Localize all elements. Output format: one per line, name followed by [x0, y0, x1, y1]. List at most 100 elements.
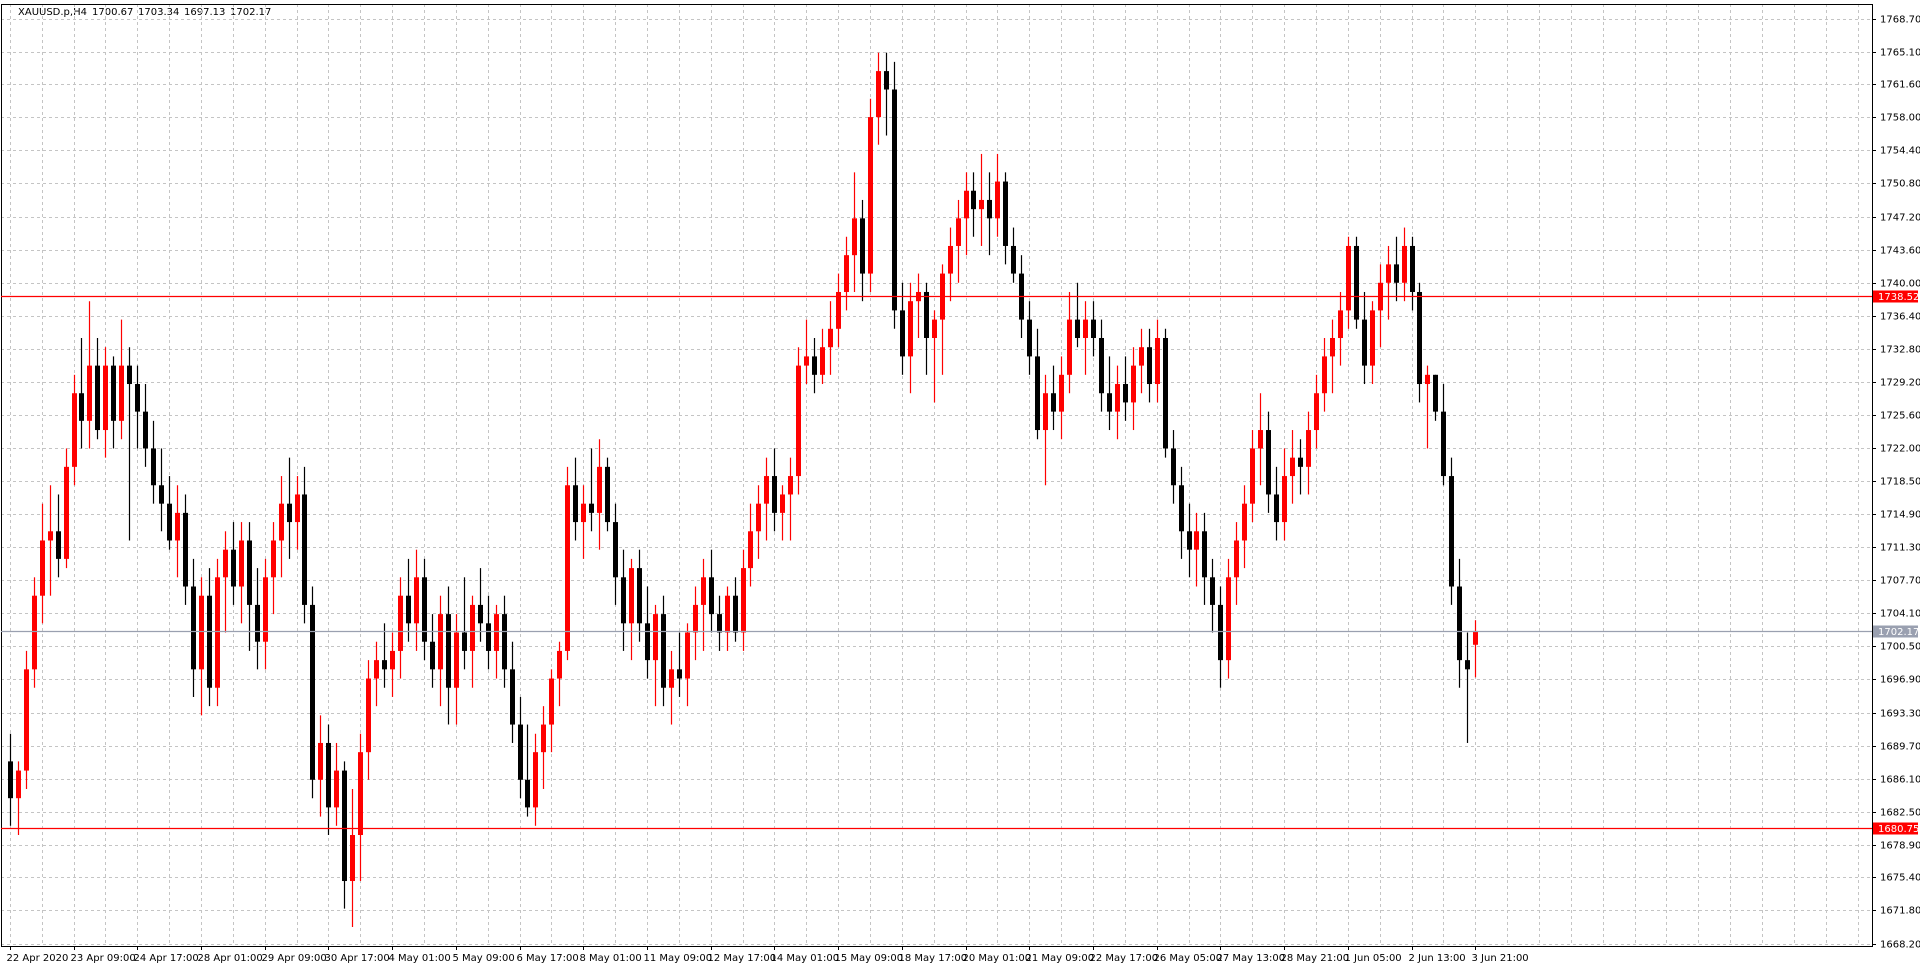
- candle-body: [1075, 319, 1080, 339]
- candle-body: [438, 614, 443, 670]
- y-tick-label: 1768.70: [1880, 15, 1920, 26]
- candle-body: [852, 218, 857, 256]
- candle-body: [541, 724, 546, 753]
- candle-body: [733, 595, 738, 633]
- y-tick-label: 1725.60: [1880, 411, 1920, 422]
- candle-body: [462, 632, 467, 651]
- candle-body: [573, 485, 578, 523]
- x-tick-label: 4 May 01:00: [389, 953, 451, 964]
- candle-body: [820, 347, 825, 375]
- candle-body: [382, 660, 387, 670]
- header-low: 1697.13: [184, 7, 225, 18]
- candle-body: [1155, 338, 1160, 385]
- candle-body: [613, 522, 618, 578]
- candle-body: [1250, 448, 1255, 504]
- candle-body: [1131, 365, 1136, 403]
- y-tick-label: 1736.40: [1880, 312, 1920, 323]
- candle-body: [828, 328, 833, 348]
- x-tick-label: 14 May 01:00: [771, 953, 840, 964]
- candle-body: [932, 319, 937, 339]
- candle-body: [1187, 531, 1192, 550]
- candle-body: [812, 356, 817, 375]
- candle-body: [653, 614, 658, 661]
- candle-body: [1043, 393, 1048, 431]
- candle-body: [191, 586, 196, 670]
- candle-body: [748, 531, 753, 569]
- candle-body: [844, 255, 849, 292]
- candle-body: [103, 365, 108, 431]
- candle-body: [32, 595, 37, 670]
- candle-body: [279, 503, 284, 541]
- candle-body: [446, 614, 451, 688]
- candle-body: [1290, 457, 1295, 477]
- candle-body: [693, 604, 698, 633]
- x-tick-label: 5 May 09:00: [453, 953, 515, 964]
- header: XAUUSD.p,H4 1700.67 1703.34 1697.13 1702…: [18, 7, 271, 18]
- y-tick-label: 1718.50: [1880, 477, 1920, 488]
- candle-body: [637, 568, 642, 624]
- candle-body: [119, 365, 124, 421]
- y-tick-label: 1740.00: [1880, 279, 1920, 290]
- y-tick-label: 1714.90: [1880, 510, 1920, 521]
- candle-body: [971, 190, 976, 210]
- candle-body: [1163, 338, 1168, 449]
- candle-body: [549, 678, 554, 725]
- x-tick-label: 22 May 17:00: [1090, 953, 1159, 964]
- candle-body: [1234, 540, 1239, 578]
- candle-body: [995, 181, 1000, 219]
- y-tick-label: 1693.30: [1880, 709, 1920, 720]
- y-tick-label: 1722.00: [1880, 444, 1920, 455]
- candle-body: [1322, 356, 1327, 394]
- header-close: 1702.17: [230, 7, 271, 18]
- x-tick-label: 28 May 21:00: [1281, 953, 1350, 964]
- candle-body: [1179, 485, 1184, 532]
- symbol-title: XAUUSD.p,H4: [18, 7, 87, 18]
- candle-body: [605, 466, 610, 523]
- candle-body: [454, 632, 459, 688]
- x-tick-label: 6 May 17:00: [517, 953, 579, 964]
- x-tick-label: 30 Apr 17:00: [325, 953, 390, 964]
- candle-body: [924, 291, 929, 339]
- candle-body: [24, 669, 29, 771]
- candle-body: [1457, 586, 1462, 661]
- candle-body: [1370, 310, 1375, 366]
- candle-body: [1226, 577, 1231, 661]
- y-tick-label: 1696.90: [1880, 675, 1920, 686]
- y-tick-label: 1732.80: [1880, 345, 1920, 356]
- candle-body: [1242, 503, 1247, 541]
- x-tick-label: 29 Apr 09:00: [262, 953, 327, 964]
- candle-body: [1011, 245, 1016, 274]
- candle-body: [1433, 374, 1438, 412]
- candle-body: [255, 604, 260, 642]
- price-label: 1680.75: [1878, 824, 1919, 835]
- candle-body: [581, 503, 586, 523]
- candle-body: [271, 540, 276, 578]
- candle-body: [772, 476, 777, 513]
- candle-body: [629, 568, 634, 624]
- candle-body: [1441, 411, 1446, 477]
- candle-body: [494, 614, 499, 651]
- y-tick-label: 1678.90: [1880, 841, 1920, 852]
- candle-body: [318, 742, 323, 780]
- x-tick-label: 15 May 09:00: [835, 953, 904, 964]
- candle-body: [1402, 245, 1407, 283]
- candle-body: [167, 503, 172, 541]
- candle-body: [900, 310, 905, 357]
- candle-body: [295, 494, 300, 523]
- price-label: 1738.52: [1878, 292, 1919, 303]
- y-tick-label: 1686.10: [1880, 775, 1920, 786]
- candle-body: [518, 724, 523, 780]
- candle-body: [175, 512, 180, 541]
- y-tick-label: 1765.10: [1880, 48, 1920, 59]
- header-open: 1700.67: [92, 7, 133, 18]
- y-tick-label: 1671.80: [1880, 906, 1920, 917]
- candle-body: [334, 770, 339, 808]
- candle-body: [1027, 319, 1032, 357]
- candle-body: [1059, 374, 1064, 412]
- y-tick-label: 1729.20: [1880, 378, 1920, 389]
- x-tick-label: 24 Apr 17:00: [134, 953, 199, 964]
- candle-body: [1410, 245, 1415, 292]
- candle-body: [72, 393, 77, 467]
- candle-body: [87, 365, 92, 421]
